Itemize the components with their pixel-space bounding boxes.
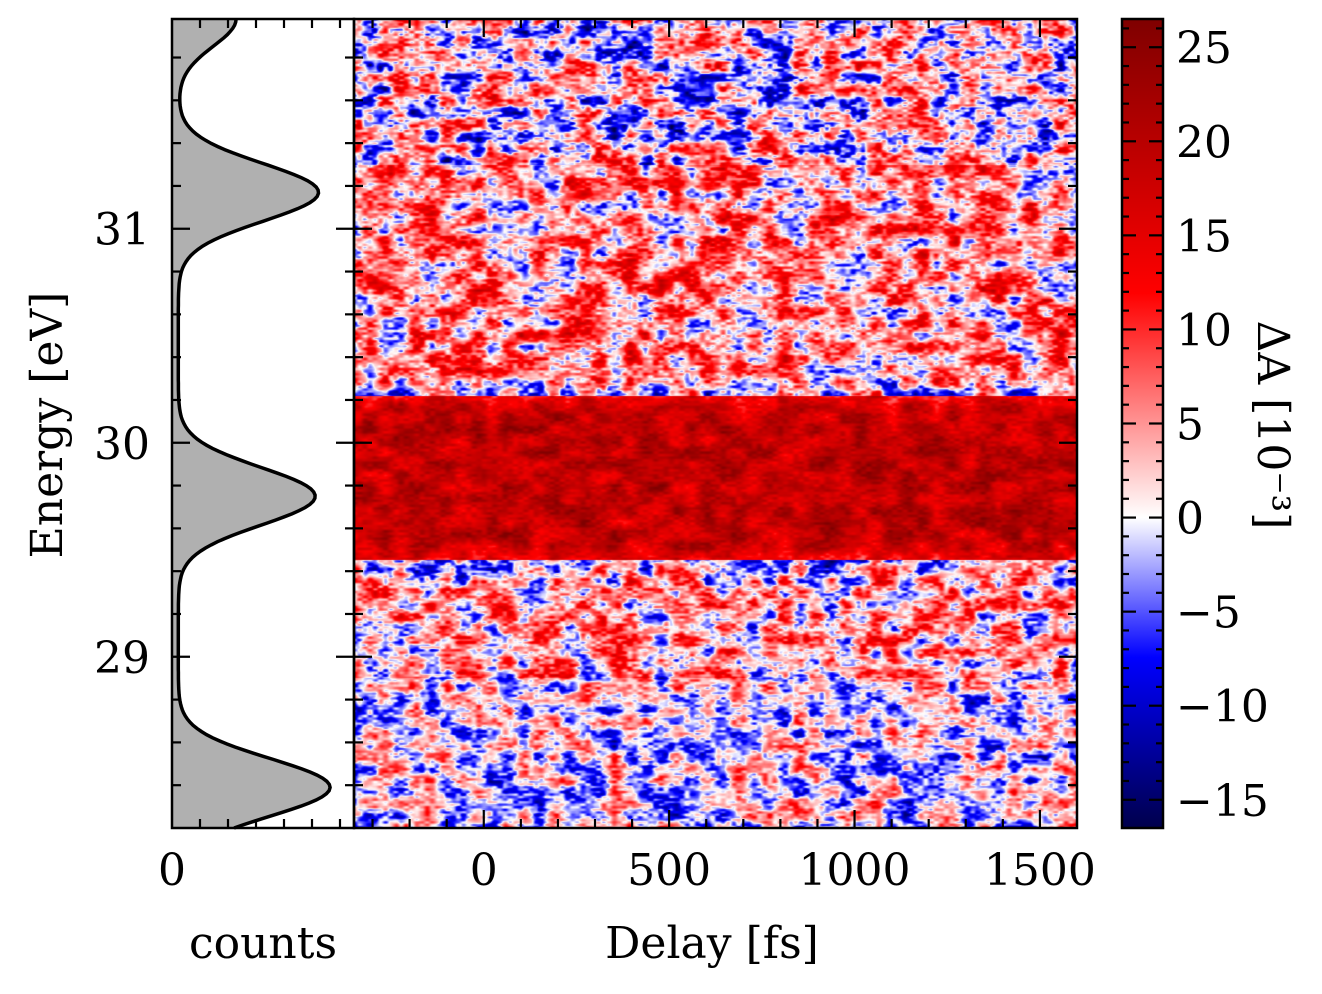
colorbar-tick-label: −15 [1176,776,1269,827]
colorbar-tick-label: −10 [1176,682,1269,733]
energy-tick-label: 29 [94,633,150,684]
x-axis-label-counts: counts [189,918,337,969]
spectrum-area [172,19,331,828]
energy-tick-label: 30 [94,419,150,470]
x-axis-label-delay: Delay [fs] [605,918,819,969]
spectrum-panel [170,17,356,830]
spectrum-curve [176,18,332,830]
delay-tick-label: 1000 [799,845,911,896]
colorbar-tick-label: 10 [1176,305,1232,356]
delay-tick-label: 0 [470,845,498,896]
colorbar-tick-label: 15 [1176,211,1232,262]
colorbar-tick-label: 5 [1176,400,1204,451]
heatmap-canvas [354,19,1077,828]
delay-tick-label: 1500 [984,845,1096,896]
tick-labels: 29 30 31 0 0 500 1000 1500 −15 −10 −5 0 5 10 15 20 25 [94,23,1269,896]
delay-tick-label: 500 [627,845,711,896]
heatmap-frame [352,17,1079,830]
counts-tick-label: 0 [158,845,186,896]
y-axis-label-energy: Energy [eV] [22,292,73,559]
colorbar-tick-label: −5 [1176,588,1241,639]
colorbar-tick-label: 20 [1176,117,1232,168]
colorbar-tick-label: 0 [1176,494,1204,545]
colorbar-label: ΔA [10⁻³] [1247,321,1298,530]
energy-tick-label: 31 [94,205,150,256]
tick-marks [172,19,1163,828]
colorbar-tick-label: 25 [1176,23,1232,74]
